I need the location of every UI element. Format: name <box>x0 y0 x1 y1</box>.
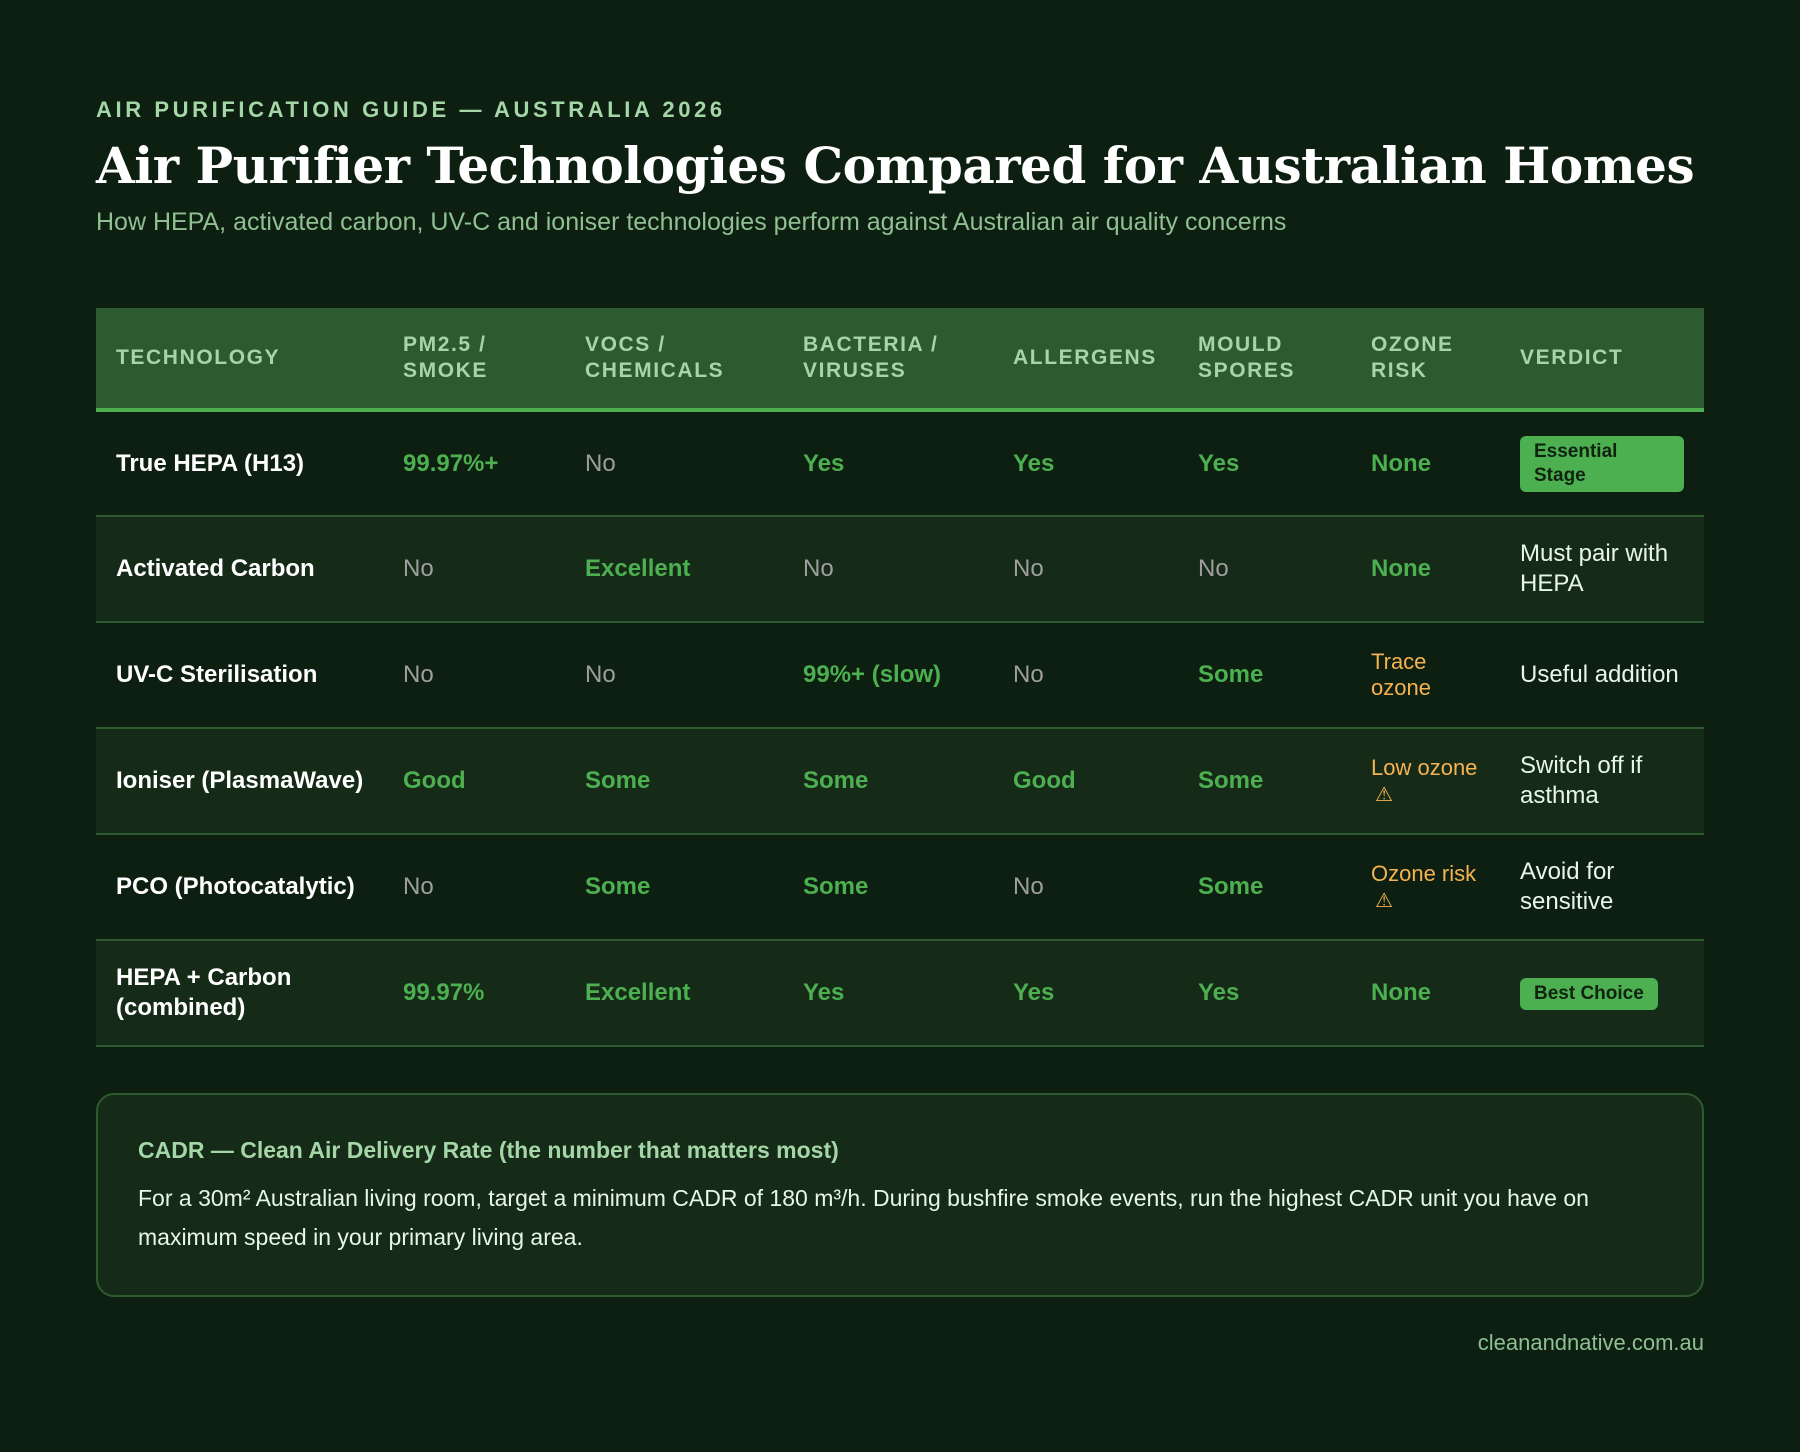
cell-verdict: Switch off if asthma <box>1520 752 1643 809</box>
comparison-table: TECHNOLOGY PM2.5 / SMOKE VOCS / CHEMICAL… <box>96 308 1704 1047</box>
cell-technology: HEPA + Carbon (combined) <box>116 964 292 1021</box>
callout-title: CADR — Clean Air Delivery Rate (the numb… <box>138 1137 839 1163</box>
cell-verdict: Essential Stage <box>1500 410 1704 516</box>
cell-mould: No <box>1198 555 1229 582</box>
table-row: True HEPA (H13) 99.97%+ No Yes Yes Yes N… <box>96 410 1704 516</box>
cell-allergens: No <box>1013 873 1044 900</box>
cell-mould: Some <box>1198 767 1264 794</box>
cell-vocs: Excellent <box>585 555 691 582</box>
cell-bacteria: 99%+ (slow) <box>803 661 942 688</box>
verdict-badge: Best Choice <box>1520 977 1658 1010</box>
page-header: AIR PURIFICATION GUIDE — AUSTRALIA 2026 … <box>96 96 1704 238</box>
cadr-callout: CADR — Clean Air Delivery Rate (the numb… <box>96 1093 1704 1297</box>
cell-allergens: No <box>1013 661 1044 688</box>
cell-ozone: Low ozone ⚠ <box>1351 728 1500 834</box>
cell-technology: True HEPA (H13) <box>116 449 305 477</box>
page-subtitle: How HEPA, activated carbon, UV-C and ion… <box>96 208 1287 236</box>
cell-allergens: No <box>1013 555 1044 582</box>
col-verdict: VERDICT <box>1500 308 1704 412</box>
cell-ozone: Trace ozone <box>1371 649 1431 700</box>
cell-bacteria: Yes <box>803 979 845 1006</box>
cell-allergens: Yes <box>1013 449 1055 477</box>
cell-verdict: Useful addition <box>1520 661 1679 688</box>
cell-ozone: None <box>1371 449 1431 477</box>
header-row: TECHNOLOGY PM2.5 / SMOKE VOCS / CHEMICAL… <box>96 308 1704 412</box>
cell-technology: UV-C Sterilisation <box>116 661 318 688</box>
col-pm25: PM2.5 / SMOKE <box>383 308 565 412</box>
table-row: HEPA + Carbon (combined) 99.97% Excellen… <box>96 940 1704 1046</box>
cell-vocs: No <box>585 661 616 688</box>
col-ozone: OZONE RISK <box>1351 308 1500 412</box>
table-row: Ioniser (PlasmaWave) Good Some Some Good… <box>96 728 1704 834</box>
cell-mould: Some <box>1198 661 1264 688</box>
cell-pm25: 99.97%+ <box>403 449 499 477</box>
source-credit: cleanandnative.com.au <box>1477 1330 1704 1355</box>
cell-technology: Activated Carbon <box>116 555 315 582</box>
cell-verdict: Avoid for sensitive <box>1520 858 1615 915</box>
cell-ozone: None <box>1371 555 1431 582</box>
cell-pm25: No <box>403 873 434 900</box>
cell-pm25: 99.97% <box>403 979 485 1006</box>
warning-icon: ⚠ <box>1375 783 1393 806</box>
cell-bacteria: Some <box>803 767 869 794</box>
cell-vocs: Some <box>585 873 651 900</box>
cell-bacteria: Yes <box>803 449 845 477</box>
col-allergens: ALLERGENS <box>993 308 1178 412</box>
cell-technology: PCO (Photocatalytic) <box>116 873 355 900</box>
cell-technology: Ioniser (PlasmaWave) <box>116 767 364 794</box>
cell-mould: Some <box>1198 873 1264 900</box>
callout-body: For a 30m² Australian living room, targe… <box>138 1185 1589 1250</box>
cell-allergens: Yes <box>1013 979 1055 1006</box>
cell-pm25: No <box>403 555 434 582</box>
col-bacteria: BACTERIA / VIRUSES <box>783 308 993 412</box>
page-title: Air Purifier Technologies Compared for A… <box>96 136 1695 195</box>
verdict-badge: Essential Stage <box>1520 435 1684 492</box>
table-row: PCO (Photocatalytic) No Some Some No Som… <box>96 834 1704 940</box>
cell-allergens: Good <box>1013 767 1076 794</box>
ozone-label: Ozone risk <box>1371 860 1477 886</box>
col-vocs: VOCS / CHEMICALS <box>565 308 783 412</box>
cell-verdict: Must pair with HEPA <box>1520 540 1669 597</box>
table-header: TECHNOLOGY PM2.5 / SMOKE VOCS / CHEMICAL… <box>96 308 1704 412</box>
cell-mould: Yes <box>1198 449 1240 477</box>
cell-mould: Yes <box>1198 979 1240 1006</box>
warning-icon: ⚠ <box>1375 889 1393 912</box>
eyebrow-label: AIR PURIFICATION GUIDE — AUSTRALIA 2026 <box>96 97 726 122</box>
cell-vocs: Excellent <box>585 979 691 1006</box>
cell-pm25: Good <box>403 767 466 794</box>
col-mould: MOULD SPORES <box>1178 308 1351 412</box>
cell-pm25: No <box>403 661 434 688</box>
table-row: Activated Carbon No Excellent No No No N… <box>96 516 1704 622</box>
cell-ozone: None <box>1371 979 1431 1006</box>
cell-vocs: No <box>585 449 616 477</box>
cell-bacteria: Some <box>803 873 869 900</box>
cell-bacteria: No <box>803 555 834 582</box>
cell-ozone: Ozone risk ⚠ <box>1351 834 1500 940</box>
cell-vocs: Some <box>585 767 651 794</box>
ozone-label: Low ozone <box>1371 754 1478 780</box>
col-technology: TECHNOLOGY <box>96 308 383 412</box>
cell-verdict: Best Choice <box>1500 940 1704 1046</box>
table-row: UV-C Sterilisation No No 99%+ (slow) No … <box>96 622 1704 728</box>
